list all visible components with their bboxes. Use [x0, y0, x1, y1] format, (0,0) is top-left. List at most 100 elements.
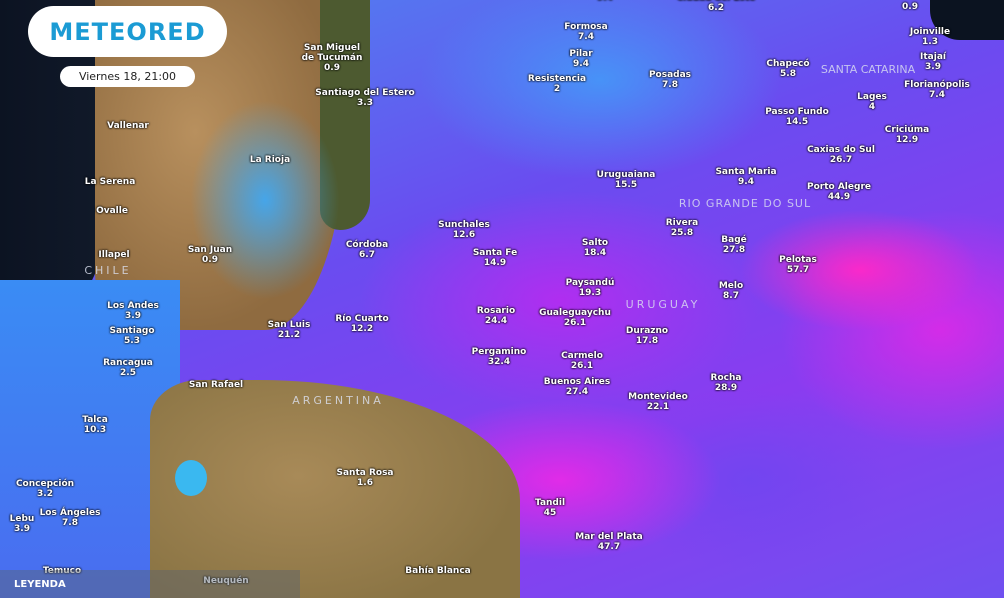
city-marker[interactable]: Mar del Plata 47.7 — [575, 532, 643, 552]
city-marker[interactable]: Concepción 3.2 — [16, 479, 74, 499]
city-marker[interactable]: Santa Maria 9.4 — [715, 167, 776, 187]
city-marker[interactable]: Caxias do Sul 26.7 — [807, 145, 875, 165]
city-marker[interactable]: Joinville 1.3 — [910, 27, 950, 47]
city-name: Ciudad del Este — [677, 0, 756, 3]
city-marker[interactable]: San Miguel de Tucumán 0.9 — [297, 43, 367, 73]
city-marker[interactable]: Lebu 3.9 — [10, 514, 35, 534]
city-marker[interactable]: Gualeguaychu 26.1 — [539, 308, 611, 328]
city-name: Rancagua — [103, 358, 153, 368]
city-marker[interactable]: Rocha 28.9 — [711, 373, 742, 393]
city-marker[interactable]: 0.9 — [902, 2, 918, 12]
city-marker[interactable]: Montevideo 22.1 — [628, 392, 688, 412]
precipitation-value: 26.7 — [829, 155, 853, 165]
city-marker[interactable]: Rivera 25.8 — [666, 218, 699, 238]
precipitation-value: 32.4 — [487, 357, 511, 367]
precipitation-value: 3.9 — [925, 62, 941, 72]
city-marker[interactable]: Sunchales 12.6 — [438, 220, 490, 240]
precipitation-value: 27.4 — [565, 387, 589, 397]
precipitation-value: 28.9 — [714, 383, 738, 393]
city-marker[interactable]: Córdoba 6.7 — [346, 240, 388, 260]
city-name: Melo — [718, 281, 744, 291]
city-marker[interactable]: Formosa 7.4 — [564, 22, 607, 42]
precipitation-value: 6.2 — [708, 3, 724, 13]
city-name: Resistencia — [527, 74, 587, 84]
city-name: Santiago — [109, 326, 155, 336]
city-marker[interactable]: Ovalle — [96, 206, 128, 216]
city-marker[interactable]: Illapel — [98, 250, 129, 260]
city-name: Río Cuarto — [335, 314, 389, 324]
city-name: Pelotas — [779, 255, 817, 265]
precipitation-value: 7.8 — [662, 80, 678, 90]
city-marker[interactable]: Porto Alegre 44.9 — [807, 182, 871, 202]
city-marker[interactable]: Neuquén — [203, 576, 248, 586]
city-marker[interactable]: Pelotas 57.7 — [779, 255, 817, 275]
precipitation-value: 57.7 — [786, 265, 810, 275]
city-name: Criciúma — [884, 125, 930, 135]
city-marker[interactable]: Criciúma 12.9 — [885, 125, 929, 145]
city-name: Paysandú — [565, 278, 615, 288]
city-marker[interactable]: Vallenar — [107, 121, 149, 131]
city-marker[interactable]: Uruguaiana 15.5 — [597, 170, 656, 190]
city-marker[interactable]: Ciudad del Este6.2 — [677, 0, 756, 13]
city-marker[interactable]: Buenos Aires 27.4 — [544, 377, 610, 397]
city-marker[interactable]: Río Cuarto 12.2 — [335, 314, 388, 334]
city-marker[interactable]: La Serena — [85, 177, 136, 187]
city-name: Santiago del Estero — [315, 88, 415, 98]
precipitation-value: 0.9 — [324, 63, 340, 73]
city-marker[interactable]: Santiago del Estero 3.3 — [315, 88, 414, 108]
region-label: URUGUAY — [625, 298, 701, 311]
meteored-logo[interactable]: METEORED — [28, 6, 227, 57]
precipitation-value: 10.3 — [83, 425, 107, 435]
city-marker[interactable]: Talca 10.3 — [82, 415, 108, 435]
city-name: Illapel — [98, 250, 130, 260]
city-marker[interactable]: Los Andes 3.9 — [107, 301, 159, 321]
city-name: San Rafael — [188, 380, 244, 390]
city-marker[interactable]: San Luis 21.2 — [268, 320, 311, 340]
city-marker[interactable]: 9.4 — [597, 0, 613, 3]
city-marker[interactable]: Santa Fe 14.9 — [473, 248, 517, 268]
city-marker[interactable]: Los Ángeles 7.8 — [40, 508, 101, 528]
precipitation-value: 1.6 — [357, 478, 373, 488]
city-marker[interactable]: Itajaí 3.9 — [920, 52, 946, 72]
city-marker[interactable]: Carmelo 26.1 — [561, 351, 603, 371]
precipitation-value: 3.9 — [14, 524, 30, 534]
city-marker[interactable]: Paysandú 19.3 — [566, 278, 615, 298]
legend-bar[interactable]: LEYENDA — [0, 570, 300, 598]
city-name: Temuco — [42, 566, 82, 576]
city-name: Buenos Aires — [543, 377, 611, 387]
city-name: Rocha — [710, 373, 742, 383]
city-marker[interactable]: Salto 18.4 — [582, 238, 608, 258]
city-name: Bahía Blanca — [405, 566, 471, 576]
city-name: La Rioja — [249, 155, 291, 165]
region-label: CHILE — [84, 264, 132, 277]
precipitation-value: 7.4 — [929, 90, 945, 100]
city-marker[interactable]: Pilar 9.4 — [569, 49, 592, 69]
city-marker[interactable]: Santiago 5.3 — [109, 326, 154, 346]
city-marker[interactable]: Temuco — [43, 566, 81, 576]
city-marker[interactable]: Durazno 17.8 — [626, 326, 668, 346]
legend-button[interactable]: LEYENDA — [14, 579, 66, 590]
city-marker[interactable]: Chapecó 5.8 — [766, 59, 809, 79]
city-marker[interactable]: Tandil 45 — [535, 498, 565, 518]
city-marker[interactable]: Florianópolis 7.4 — [904, 80, 970, 100]
city-marker[interactable]: Bahía Blanca — [405, 566, 470, 576]
precipitation-value: 9.4 — [573, 59, 589, 69]
city-marker[interactable]: La Rioja — [250, 155, 290, 165]
city-marker[interactable]: San Juan 0.9 — [188, 245, 232, 265]
city-marker[interactable]: Rosario 24.4 — [477, 306, 515, 326]
precipitation-value: 0.9 — [902, 2, 918, 12]
city-marker[interactable]: Santa Rosa 1.6 — [336, 468, 393, 488]
city-name: Lebu — [9, 514, 35, 524]
precipitation-value: 12.6 — [452, 230, 476, 240]
city-marker[interactable]: Resistencia 2 — [528, 74, 586, 94]
city-marker[interactable]: San Rafael — [189, 380, 243, 390]
city-name: Santa Rosa — [336, 468, 394, 478]
city-marker[interactable]: Passo Fundo 14.5 — [765, 107, 829, 127]
city-marker[interactable]: Lages 4 — [857, 92, 887, 112]
city-marker[interactable]: Melo 8.7 — [719, 281, 743, 301]
city-marker[interactable]: Posadas 7.8 — [649, 70, 691, 90]
city-marker[interactable]: Rancagua 2.5 — [103, 358, 153, 378]
city-marker[interactable]: Pergamino 32.4 — [472, 347, 527, 367]
city-marker[interactable]: Bagé 27.8 — [721, 235, 746, 255]
